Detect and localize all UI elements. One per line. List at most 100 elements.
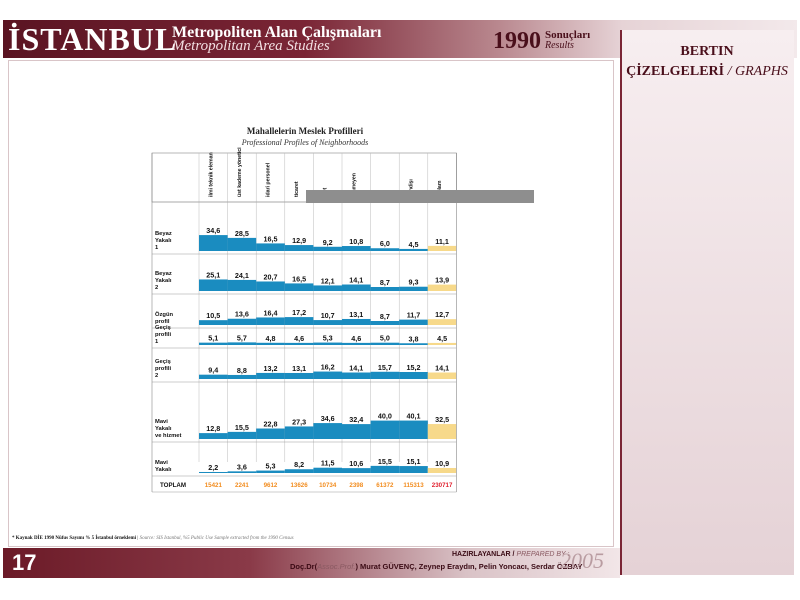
- bar-value-label: 8,7: [380, 278, 390, 287]
- profile-bar: [399, 466, 428, 473]
- bar-value-label: 5,7: [237, 333, 247, 342]
- bar-value-label: 13,1: [349, 310, 363, 319]
- side-title-en: GRAPHS: [735, 64, 788, 79]
- results-label-tr: Sonuçları: [545, 29, 591, 41]
- bar-value-label: 28,5: [235, 229, 249, 238]
- source-sep: |: [136, 536, 140, 541]
- bar-value-label: 13,2: [264, 364, 278, 373]
- profile-bar: [256, 470, 285, 473]
- row-label: Beyaz: [155, 231, 172, 237]
- profile-bar: [227, 342, 257, 345]
- profile-bar: [227, 374, 257, 379]
- bar-value-label: 10,7: [321, 311, 335, 320]
- bar-value-label: 14,1: [349, 364, 363, 373]
- profile-bar: [399, 343, 428, 345]
- profile-bar: [284, 426, 314, 439]
- row-label: profil: [155, 319, 170, 325]
- bar-value-label: 14,1: [435, 364, 449, 373]
- total-bar: [427, 342, 457, 345]
- study-title-tr: Metropoliten Alan Çalışmaları: [172, 24, 382, 41]
- page-number: 17: [12, 550, 37, 575]
- bar-value-label: 40,0: [378, 412, 392, 421]
- bar-value-label: 12,7: [435, 310, 449, 319]
- authors-names: ) Murat GÜVENÇ, Zeynep Eraydın, Pelin Yo…: [355, 562, 583, 571]
- results-label-en: Results: [545, 40, 574, 51]
- bar-value-label: 12,9: [292, 236, 306, 245]
- bar-value-label: 5,0: [380, 334, 390, 343]
- bar-value-label: 6,0: [380, 239, 390, 248]
- row-label: Özgün: [155, 311, 173, 318]
- profile-bar: [342, 424, 371, 439]
- bar-value-label: 9,2: [323, 238, 333, 247]
- chart-title: Mahallelerin Meslek Profilleri: [246, 126, 364, 136]
- city-title: İSTANBUL: [8, 21, 178, 57]
- bar-value-label: 40,1: [407, 412, 421, 421]
- bar-value-label: 13,1: [292, 364, 306, 373]
- profile-bar: [342, 318, 371, 325]
- profile-bar: [284, 283, 314, 291]
- profile-bar: [284, 342, 314, 345]
- profile-bar: [342, 284, 371, 291]
- bar-value-label: 15,1: [407, 457, 421, 466]
- profile-bar: [399, 248, 428, 251]
- row-label: Geçiş: [155, 325, 171, 331]
- profile-bar: [313, 320, 342, 325]
- bar-value-label: 8,2: [294, 460, 304, 469]
- row-label: Yakalı: [155, 278, 172, 284]
- bar-value-label: 3,6: [237, 462, 247, 471]
- bar-value-label: 11,5: [321, 459, 335, 468]
- profile-bar: [399, 319, 428, 325]
- total-bar: [427, 245, 457, 251]
- bar-value-label: 9,4: [208, 366, 218, 375]
- profile-bar: [199, 374, 228, 379]
- row-label: Beyaz: [155, 271, 172, 277]
- bar-value-label: 14,1: [349, 276, 363, 285]
- profile-bar: [342, 246, 371, 251]
- total-bar: [427, 467, 457, 473]
- bar-value-label: 10,8: [349, 237, 363, 246]
- row-label: 1: [155, 245, 159, 251]
- column-header: idari personel: [266, 162, 272, 197]
- profile-bar: [256, 243, 285, 251]
- authors-prefix: Doç.Dr(: [290, 562, 318, 571]
- profile-bar: [370, 420, 400, 439]
- row-label: Yakalı: [155, 426, 172, 432]
- profile-bar: [284, 317, 314, 325]
- profile-bar: [313, 423, 342, 439]
- profile-bar: [256, 317, 285, 325]
- column-header: ...plam: [437, 180, 443, 197]
- profile-bar: [342, 372, 371, 379]
- profile-bar: [199, 279, 228, 291]
- total-bar: [427, 424, 457, 439]
- row-label: ve hizmet: [155, 433, 181, 439]
- bar-value-label: 3,8: [409, 334, 419, 343]
- bar-value-label: 15,5: [378, 457, 392, 466]
- row-label: 1: [155, 339, 159, 345]
- bar-value-label: 34,6: [206, 226, 220, 235]
- census-year: 1990: [493, 28, 541, 54]
- bar-value-label: 32,5: [435, 415, 449, 424]
- prepared-by: HAZIRLAYANLAR / PREPARED BY :: [452, 551, 570, 558]
- profile-bar: [199, 320, 228, 325]
- total-value: 10734: [319, 482, 337, 489]
- totals-label: TOPLAM: [160, 482, 186, 489]
- total-value: 230717: [432, 482, 453, 489]
- row-label: 2: [155, 373, 158, 379]
- profile-bar: [284, 245, 314, 251]
- side-panel: [620, 30, 794, 575]
- authors-title-en: Assoc.Prof.: [317, 562, 356, 571]
- row-label: Mavi: [155, 460, 168, 466]
- prepared-label: HAZIRLAYANLAR /: [452, 551, 515, 558]
- profile-bar: [370, 286, 400, 291]
- prepared-label-en: PREPARED BY :: [516, 551, 570, 558]
- profile-bar: [313, 246, 342, 251]
- profile-bar: [370, 248, 400, 251]
- bar-value-label: 5,3: [266, 462, 276, 471]
- bar-value-label: 22,8: [264, 420, 278, 429]
- study-title-en: Metropolitan Area Studies: [172, 38, 330, 54]
- profile-bar: [313, 342, 342, 345]
- profile-bar: [256, 342, 285, 345]
- row-label: Mavi: [155, 419, 168, 425]
- profile-bar: [370, 320, 400, 325]
- bar-value-label: 8,7: [380, 312, 390, 321]
